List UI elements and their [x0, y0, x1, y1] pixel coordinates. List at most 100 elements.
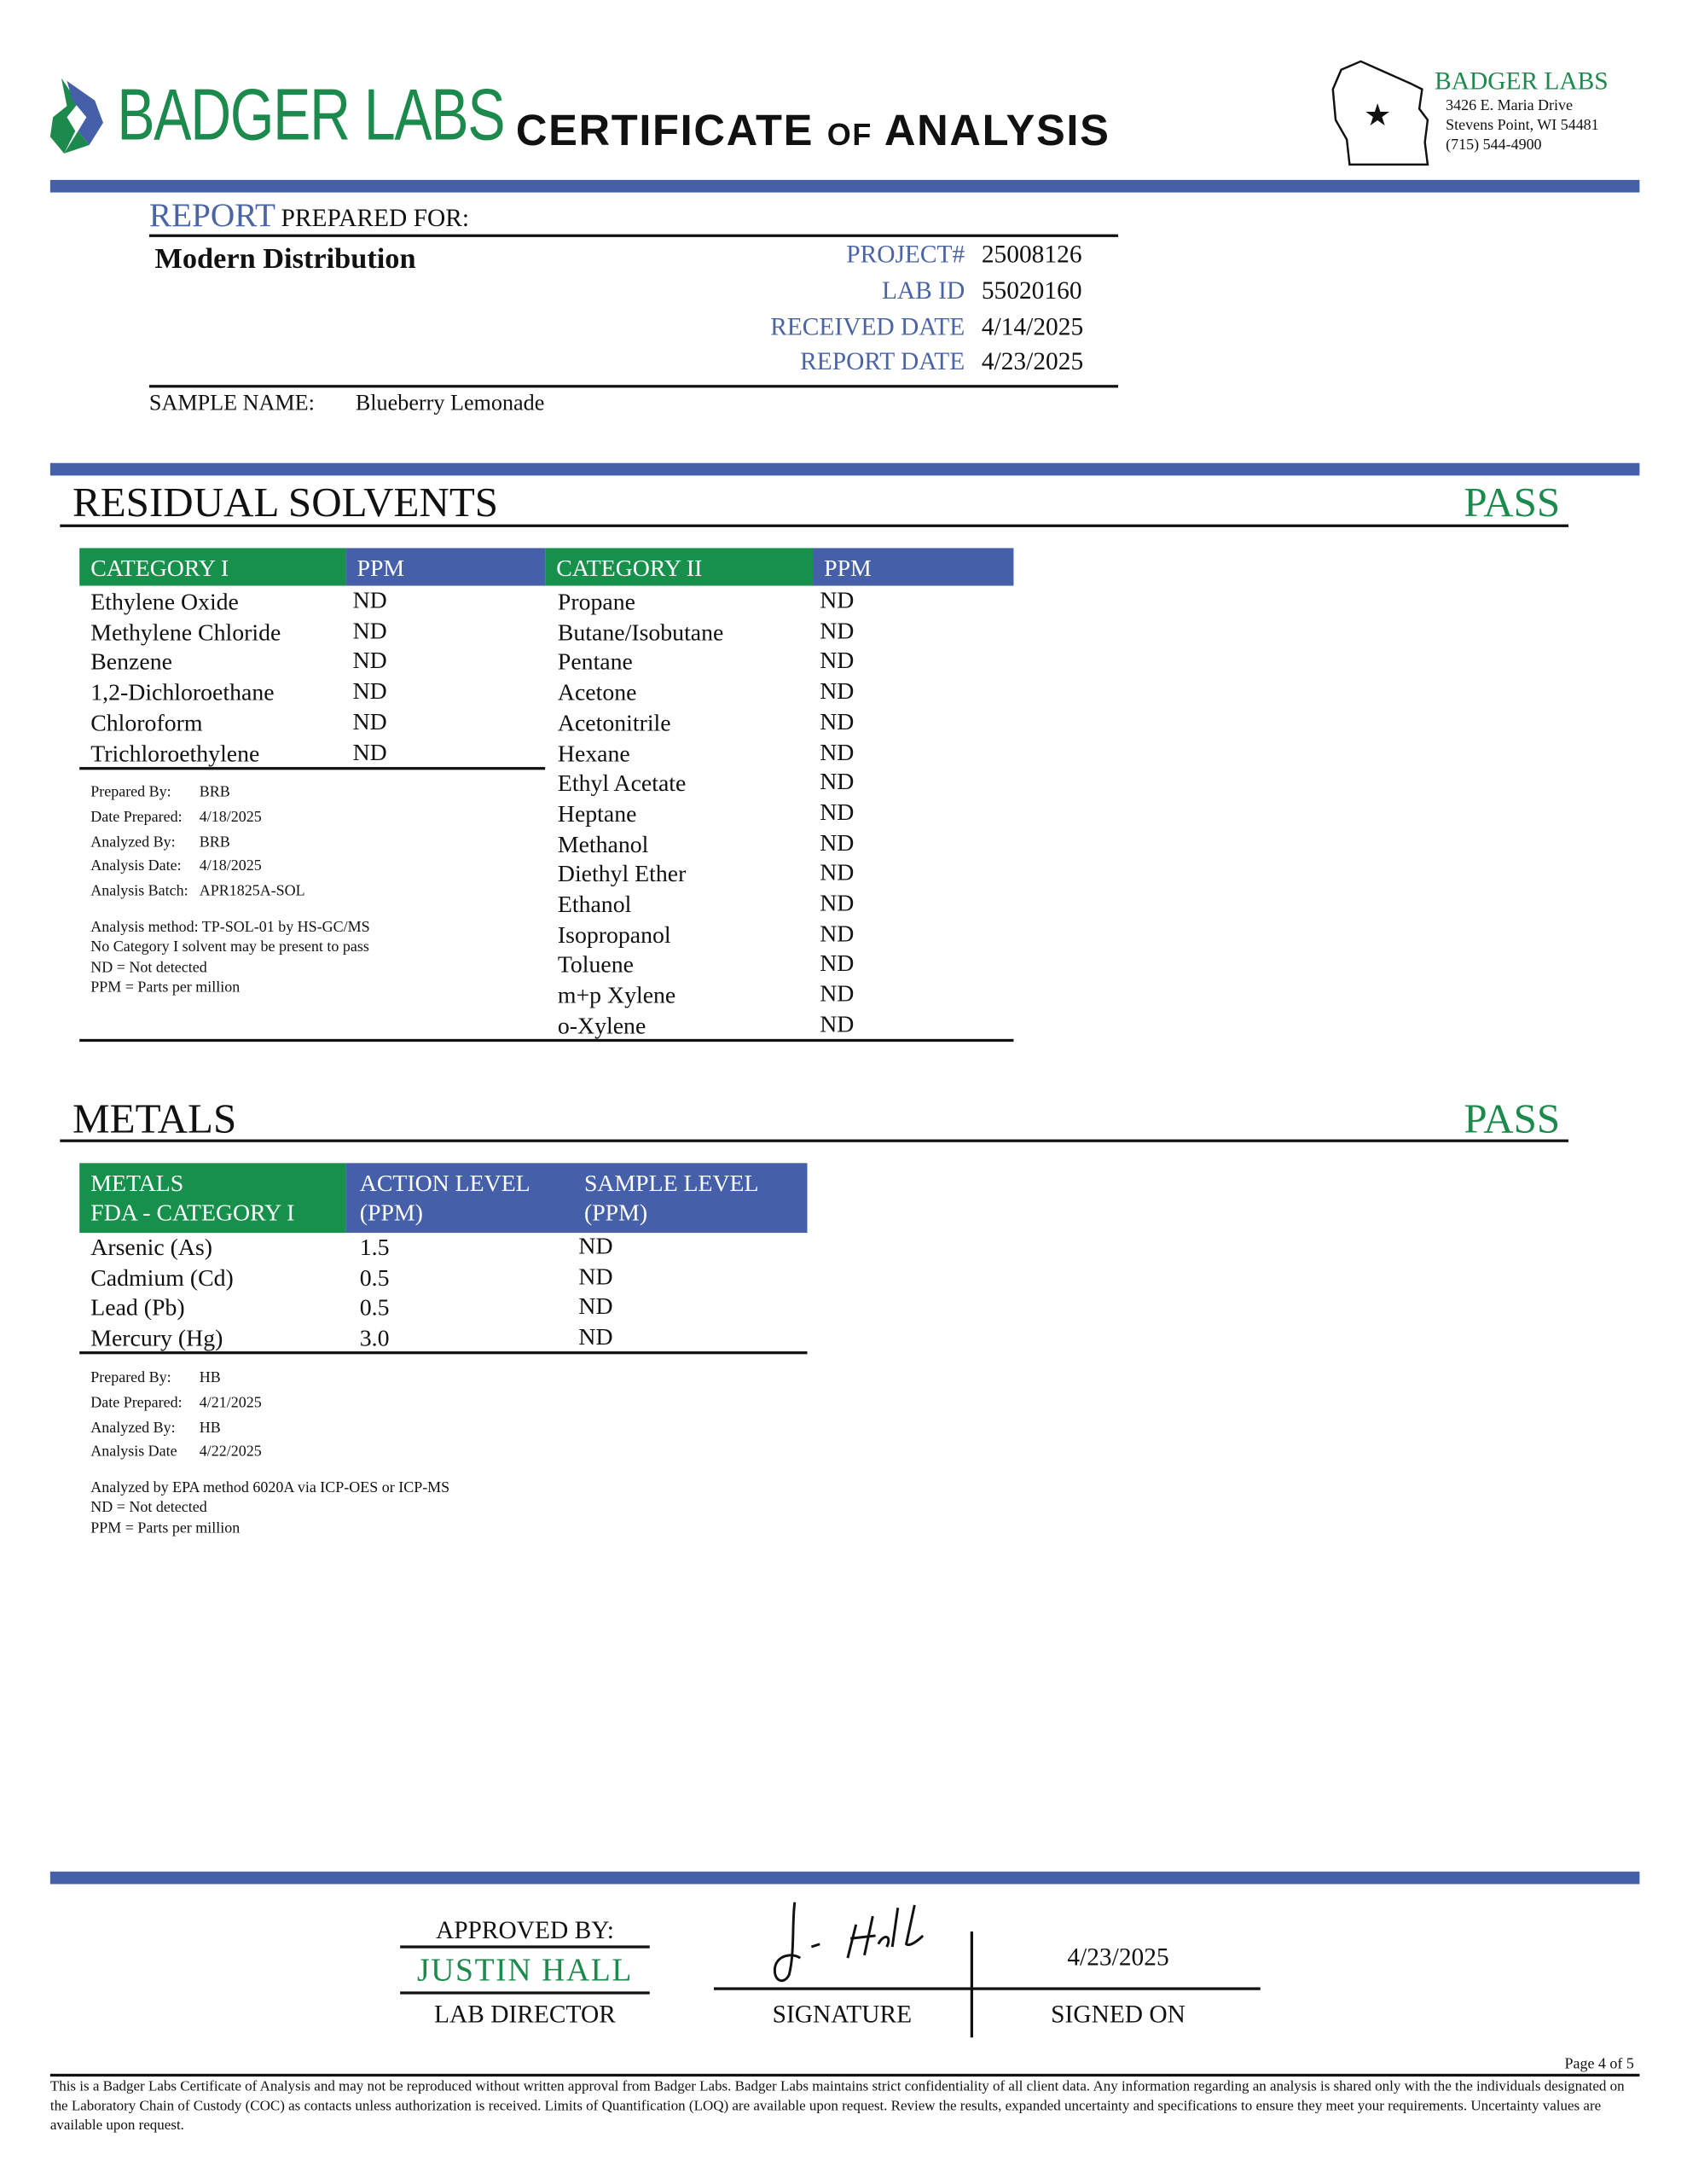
- solvent-ppm: ND: [820, 1010, 855, 1037]
- solvent-row-category-1: Benzene ND: [79, 648, 545, 678]
- info-value: BRB: [199, 833, 230, 851]
- page-number: Page 4 of 5: [1564, 2055, 1634, 2073]
- method-note: Analyzed by EPA method 6020A via ICP-OES…: [90, 1479, 450, 1497]
- solvent-ppm: ND: [820, 950, 855, 977]
- solvent-ppm: ND: [820, 799, 855, 826]
- divider-bar: [49, 462, 1640, 476]
- solvent-name: Ethylene Oxide: [90, 588, 239, 615]
- solvent-name: Acetone: [557, 679, 637, 706]
- solvent-name: Methanol: [557, 830, 649, 857]
- info-label: Prepared By:: [90, 1369, 171, 1386]
- field-label: LAB ID: [881, 276, 965, 305]
- signature-label: SIGNATURE: [772, 2000, 913, 2028]
- solvent-row-category-2: Butane/Isobutane ND: [545, 618, 1013, 648]
- header-metals: METALS FDA - CATEGORY I: [79, 1163, 346, 1234]
- method-note: PPM = Parts per million: [90, 979, 241, 996]
- info-label: Analyzed By:: [90, 1419, 176, 1437]
- field-value: 25008126: [981, 240, 1082, 268]
- report-label: REPORT: [148, 198, 275, 235]
- solvent-row-category-1: Methylene Chloride ND: [79, 618, 545, 648]
- solvent-row-category-2: Pentane ND: [545, 648, 1013, 678]
- info-label: Analyzed By:: [90, 833, 176, 851]
- header-ppm: PPM: [813, 548, 1014, 586]
- info-value: HB: [199, 1369, 221, 1386]
- solvent-ppm: ND: [820, 980, 855, 1008]
- field-label: RECEIVED DATE: [770, 311, 965, 340]
- solvent-ppm: ND: [820, 889, 855, 916]
- solvent-name: Propane: [557, 588, 635, 615]
- header-line: (PPM): [583, 1199, 648, 1226]
- lab-name: BADGER LABS: [1435, 67, 1609, 96]
- info-value: 4/18/2025: [199, 857, 262, 875]
- metal-name: Mercury (Hg): [90, 1325, 223, 1352]
- solvent-ppm: ND: [820, 828, 855, 857]
- divider: [79, 1351, 808, 1354]
- info-label: Date Prepared:: [90, 808, 183, 826]
- wisconsin-map-icon: ★: [1331, 60, 1429, 166]
- solvent-ppm: ND: [352, 738, 387, 765]
- field-label: PROJECT#: [846, 240, 965, 268]
- metal-name: Arsenic (As): [90, 1234, 213, 1261]
- solvent-name: Ethanol: [557, 891, 632, 918]
- solvent-ppm: ND: [352, 648, 387, 675]
- solvent-name: Benzene: [90, 648, 172, 676]
- solvent-row-category-2: Isopropanol ND: [545, 920, 1013, 950]
- field-value: 4/23/2025: [981, 347, 1084, 376]
- approved-by-label: APPROVED BY:: [435, 1916, 614, 1944]
- method-note: No Category I solvent may be present to …: [90, 938, 369, 956]
- metals-result: PASS: [1464, 1095, 1561, 1142]
- solvent-row-category-2: Diethyl Ether ND: [545, 859, 1013, 890]
- header-line: (PPM): [359, 1199, 423, 1226]
- solvent-ppm: ND: [352, 617, 387, 644]
- divider: [60, 524, 1569, 527]
- header-line: SAMPLE LEVEL: [583, 1170, 759, 1197]
- method-note: ND = Not detected: [90, 1499, 207, 1517]
- report-prepared-for-label: REPORT PREPARED FOR:: [149, 198, 469, 235]
- info-label: Analysis Date:: [90, 857, 182, 875]
- solvent-ppm: ND: [352, 677, 387, 705]
- header-action-level: ACTION LEVEL (PPM): [360, 1169, 530, 1228]
- action-level: 0.5: [359, 1264, 390, 1292]
- solvent-name: Trichloroethylene: [90, 740, 260, 767]
- sample-name-value: Blueberry Lemonade: [355, 392, 545, 416]
- info-value: 4/18/2025: [199, 808, 262, 826]
- info-label: Analysis Batch:: [90, 883, 188, 900]
- client-name: Modern Distribution: [154, 241, 416, 276]
- metal-row: Cadmium (Cd) 0.5 ND: [79, 1263, 807, 1294]
- solvent-row-category-2: Hexane ND: [545, 739, 1013, 770]
- address-line: 3426 E. Maria Drive: [1446, 97, 1573, 115]
- sample-name-label: SAMPLE NAME:: [148, 392, 315, 416]
- solvent-row-category-2: Toluene ND: [545, 950, 1013, 981]
- logo-text: BADGER LABS: [117, 75, 505, 157]
- action-level: 3.0: [359, 1325, 390, 1352]
- solvent-name: Chloroform: [90, 709, 203, 736]
- solvent-name: o-Xylene: [557, 1012, 646, 1039]
- metal-row: Mercury (Hg) 3.0 ND: [79, 1323, 807, 1354]
- info-value: BRB: [199, 783, 230, 801]
- header-line: METALS: [90, 1170, 184, 1197]
- header-line: FDA - CATEGORY I: [90, 1199, 295, 1226]
- solvent-name: Methylene Chloride: [90, 619, 281, 646]
- solvent-name: Ethyl Acetate: [557, 770, 687, 797]
- solvent-ppm: ND: [820, 617, 855, 644]
- solvent-name: Diethyl Ether: [557, 861, 687, 888]
- solvent-row-category-1: Chloroform ND: [79, 708, 545, 739]
- solvent-ppm: ND: [820, 587, 855, 614]
- header-ppm: PPM: [345, 548, 546, 586]
- solvent-row-category-2: Ethanol ND: [545, 890, 1013, 921]
- phone: (715) 544-4900: [1446, 136, 1542, 154]
- title-part: ANALYSIS: [884, 106, 1110, 155]
- info-value: APR1825A-SOL: [199, 883, 305, 900]
- metal-name: Cadmium (Cd): [90, 1264, 234, 1292]
- solvent-row-category-2: Propane ND: [545, 587, 1013, 618]
- solvent-name: Heptane: [557, 800, 637, 828]
- approver-role: LAB DIRECTOR: [434, 2000, 616, 2028]
- solvent-ppm: ND: [820, 677, 855, 705]
- solvent-ppm: ND: [820, 920, 855, 947]
- metal-row: Arsenic (As) 1.5 ND: [79, 1233, 807, 1263]
- solvent-ppm: ND: [820, 738, 855, 765]
- divider: [79, 767, 546, 770]
- solvent-ppm: ND: [352, 587, 387, 614]
- solvent-name: Hexane: [557, 740, 630, 767]
